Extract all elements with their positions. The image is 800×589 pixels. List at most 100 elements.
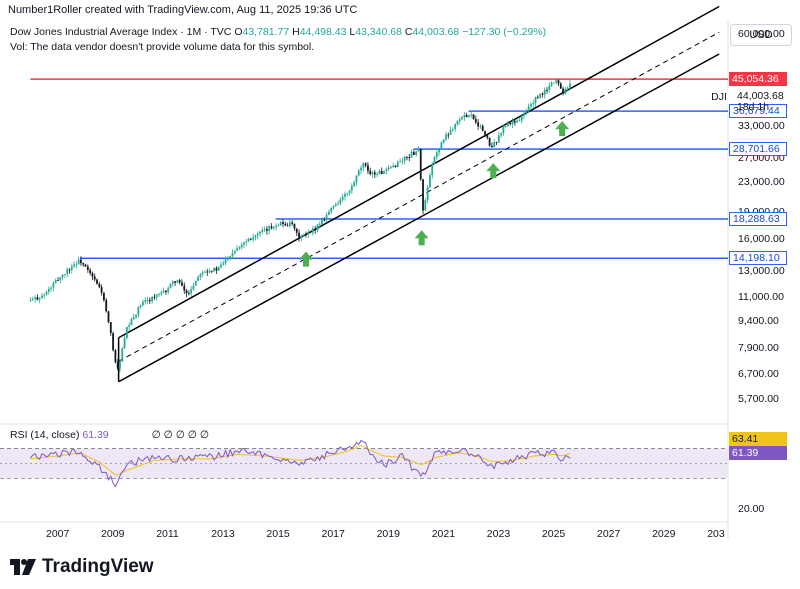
candle-body [502,126,505,134]
candle-body [107,311,110,323]
candle-body [61,274,64,278]
candle-body [130,318,133,326]
rsi-ma-line [30,444,571,476]
candle-body [38,298,41,300]
candle-body [367,165,369,171]
candle-body [31,298,34,300]
candle-body [325,214,328,220]
candle-body [431,163,434,176]
tradingview-logo: TradingView [10,556,154,578]
candle-body [412,152,415,155]
candle-body [350,186,353,191]
candle-body [50,287,53,289]
candle-body [532,103,535,105]
candle-body [77,259,80,265]
candle-body [362,163,365,168]
candle-body [252,237,255,240]
candle-body [105,300,108,312]
candle-body [89,269,92,274]
candle-body [449,130,452,135]
price-axis-tick: 7,900.00 [738,342,779,355]
candle-body [314,228,317,231]
candle-body [275,225,278,228]
candle-body [357,170,360,176]
time-axis-label: 2011 [156,528,179,540]
candle-body [295,228,298,233]
candle-body [213,268,216,272]
candle-body [109,322,112,334]
candle-body [112,333,114,351]
candle-body [334,204,337,207]
candle-body [472,114,475,120]
candle-body [121,348,124,362]
rsi-title[interactable]: RSI (14, close) [10,429,80,441]
candle-body [233,250,236,253]
candle-body [316,224,319,231]
candle-body [518,120,521,122]
candle-body [284,223,287,226]
candle-body [93,276,96,280]
candle-body [369,170,372,174]
candle-body [509,123,512,125]
candle-body [229,256,232,260]
candle-body [323,219,326,221]
candle-body [433,157,436,164]
candle-body [344,194,346,197]
candle-body [43,294,46,296]
currency-button[interactable]: USD [730,24,792,46]
rsi-line [30,439,571,488]
candle-body [194,280,197,286]
close-label: C [404,26,413,38]
candle-body [520,115,523,121]
tradingview-logo-icon [10,559,36,575]
candle-body [470,114,473,116]
rsi-axis-label: 20.00 [738,503,765,515]
candle-body [309,232,312,234]
candle-body [29,299,32,301]
candle-body [550,82,553,86]
candle-body [291,222,294,224]
candle-body [525,111,528,114]
candle-body [451,129,454,131]
time-axis-label: 2015 [266,528,290,540]
candle-body [401,160,404,162]
candle-body [513,121,516,123]
candle-body [68,269,71,271]
candle-body [137,306,140,315]
candle-body [151,296,154,302]
candle-body [80,259,82,264]
candle-body [495,142,498,144]
candle-body [114,350,117,363]
time-axis-label: 2017 [321,528,345,540]
candle-body [447,134,450,136]
high-label: H [292,26,300,38]
time-axis-label: 2009 [101,528,125,540]
time-axis-label: 2029 [652,528,676,540]
candle-body [34,297,36,299]
candle-body [119,361,121,369]
candle-body [187,293,190,294]
open-label: O [234,26,243,38]
candle-body [394,165,397,167]
candle-body [364,163,367,166]
candle-body [440,142,443,150]
candle-body [355,175,358,183]
candle-body [224,259,227,264]
bar-countdown: 18d 1h [737,101,770,113]
candle-body [387,167,390,170]
candle-body [165,290,167,293]
candle-body [408,157,411,158]
resistance-price-tag: 45,054.36 [729,72,787,87]
candle-body [557,80,560,84]
candle-body [523,113,525,116]
symbol-title[interactable]: Dow Jones Industrial Average Index · 1M … [10,26,232,38]
candle-body [553,82,555,84]
candle-body [468,115,470,118]
candle-body [208,270,211,273]
candle-body [396,162,399,167]
candle-body [435,152,438,158]
candle-body [268,226,271,231]
price-axis-tick: 23,000.00 [738,176,785,189]
support-arrow-icon [414,230,429,246]
